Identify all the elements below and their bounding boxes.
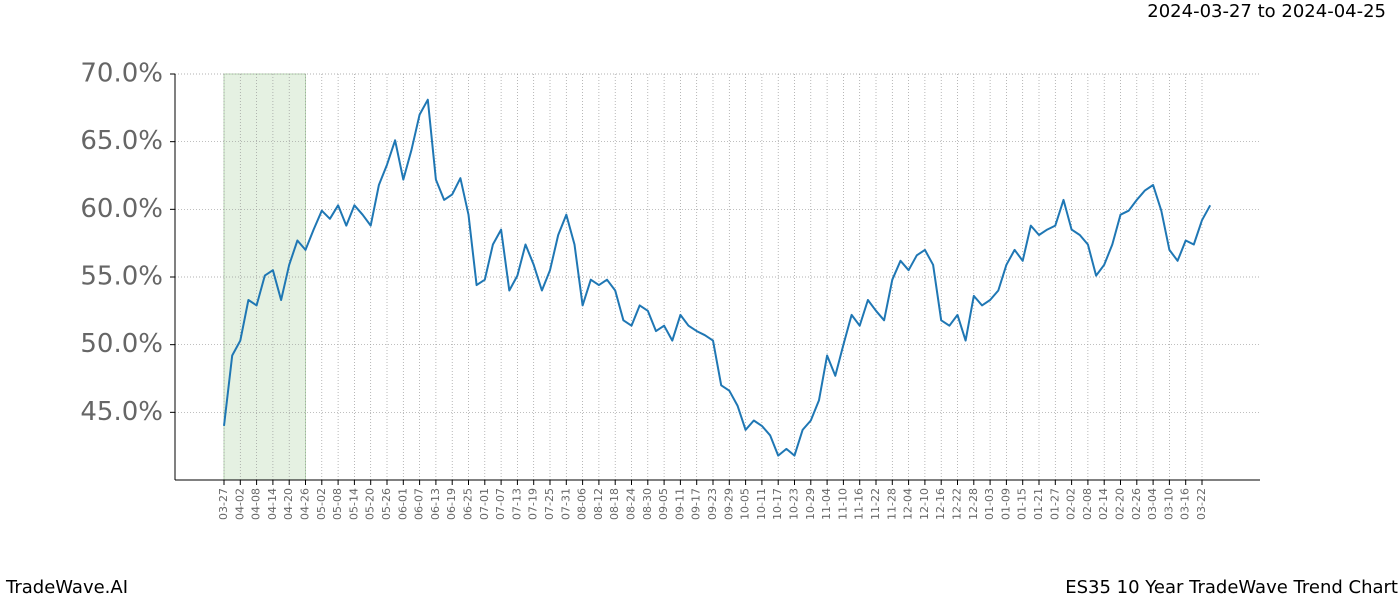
x-tick-label: 08-30 xyxy=(641,488,654,520)
x-tick-label: 08-18 xyxy=(608,488,621,520)
x-tick-label: 08-24 xyxy=(625,488,638,520)
x-tick-label: 01-15 xyxy=(1016,488,1029,520)
x-tick-label: 11-04 xyxy=(820,488,833,520)
x-tick-label: 09-23 xyxy=(706,488,719,520)
x-tick-label: 06-19 xyxy=(445,488,458,520)
brand: TradeWave.AI xyxy=(5,577,128,598)
x-tick-label: 02-26 xyxy=(1130,488,1143,520)
x-tick-label: 01-21 xyxy=(1032,488,1045,520)
x-tick-label: 01-27 xyxy=(1048,488,1061,520)
x-tick-label: 10-05 xyxy=(739,488,752,520)
x-tick-label: 03-16 xyxy=(1179,488,1192,520)
x-tick-label: 04-14 xyxy=(266,488,279,520)
y-tick-label: 60.0% xyxy=(80,194,163,224)
x-tick-label: 04-02 xyxy=(233,488,246,520)
x-tick-label: 06-13 xyxy=(429,488,442,520)
x-tick-label: 03-22 xyxy=(1195,488,1208,520)
x-tick-label: 12-04 xyxy=(902,488,915,520)
y-tick-label: 55.0% xyxy=(80,262,163,292)
y-tick-label: 65.0% xyxy=(80,126,163,156)
x-tick-label: 09-17 xyxy=(690,488,703,520)
x-tick-label: 12-28 xyxy=(967,488,980,520)
x-tick-label: 01-03 xyxy=(983,488,996,520)
x-tick-label: 05-26 xyxy=(380,488,393,520)
x-tick-label: 10-17 xyxy=(771,488,784,520)
x-tick-label: 09-29 xyxy=(722,488,735,520)
x-tick-label: 12-22 xyxy=(951,488,964,520)
x-tick-label: 09-05 xyxy=(657,488,670,520)
x-tick-label: 07-13 xyxy=(510,488,523,520)
x-tick-label: 06-07 xyxy=(413,488,426,520)
x-tick-label: 11-10 xyxy=(836,488,849,520)
y-tick-label: 45.0% xyxy=(80,397,163,427)
data-line xyxy=(223,98,1212,457)
date-range: 2024-03-27 to 2024-04-25 xyxy=(1147,1,1386,22)
x-tick-label: 04-20 xyxy=(282,488,295,520)
x-tick-label: 02-14 xyxy=(1097,488,1110,520)
x-tick-label: 10-11 xyxy=(755,488,768,520)
x-tick-label: 11-16 xyxy=(853,488,866,520)
x-tick-label: 07-31 xyxy=(559,488,572,520)
x-tick-label: 05-14 xyxy=(347,488,360,520)
x-tick-label: 05-20 xyxy=(364,488,377,520)
x-tick-label: 11-22 xyxy=(869,488,882,520)
y-tick-label: 50.0% xyxy=(80,329,163,359)
x-tick-label: 07-25 xyxy=(543,488,556,520)
x-tick-label: 09-11 xyxy=(673,488,686,520)
x-tick-label: 10-23 xyxy=(788,488,801,520)
x-tick-label: 03-10 xyxy=(1162,488,1175,520)
chart-title: ES35 10 Year TradeWave Trend Chart xyxy=(1065,577,1398,598)
x-tick-label: 04-26 xyxy=(299,488,312,520)
x-tick-label: 03-27 xyxy=(217,488,230,520)
x-tick-label: 12-16 xyxy=(934,488,947,520)
x-tick-label: 01-09 xyxy=(999,488,1012,520)
x-tick-label: 02-20 xyxy=(1114,488,1127,520)
x-tick-label: 07-01 xyxy=(478,488,491,520)
x-tick-label: 10-29 xyxy=(804,488,817,520)
x-tick-label: 03-04 xyxy=(1146,488,1159,520)
x-tick-label: 06-01 xyxy=(396,488,409,520)
x-tick-label: 04-08 xyxy=(250,488,263,520)
x-tick-label: 08-06 xyxy=(576,488,589,520)
x-tick-label: 06-25 xyxy=(462,488,475,520)
x-tick-label: 05-02 xyxy=(315,488,328,520)
x-tick-label: 07-19 xyxy=(527,488,540,520)
x-tick-label: 12-10 xyxy=(918,488,931,520)
x-tick-label: 11-28 xyxy=(885,488,898,520)
x-tick-label: 07-07 xyxy=(494,488,507,520)
x-tick-label: 02-02 xyxy=(1065,488,1078,520)
y-tick-label: 70.0% xyxy=(80,59,163,89)
x-tick-label: 02-08 xyxy=(1081,488,1094,520)
x-tick-label: 08-12 xyxy=(592,488,605,520)
x-tick-label: 05-08 xyxy=(331,488,344,520)
